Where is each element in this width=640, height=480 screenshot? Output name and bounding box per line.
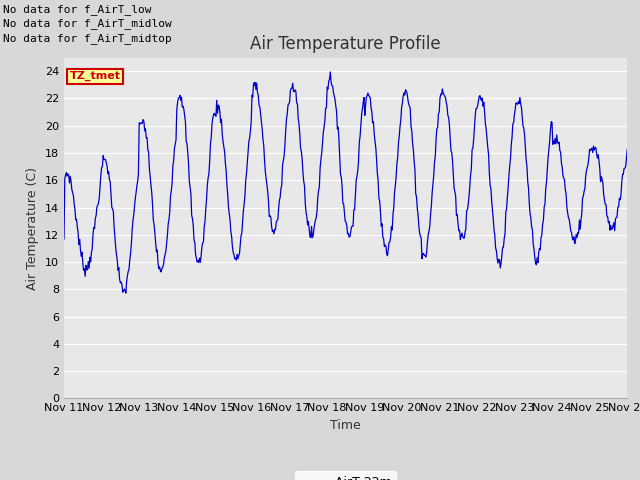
Text: No data for f_AirT_midlow: No data for f_AirT_midlow: [3, 18, 172, 29]
Title: Air Temperature Profile: Air Temperature Profile: [250, 35, 441, 53]
Text: TZ_tmet: TZ_tmet: [70, 71, 120, 82]
X-axis label: Time: Time: [330, 419, 361, 432]
Text: No data for f_AirT_midtop: No data for f_AirT_midtop: [3, 33, 172, 44]
Y-axis label: Air Temperature (C): Air Temperature (C): [26, 167, 39, 289]
Text: No data for f_AirT_low: No data for f_AirT_low: [3, 4, 152, 15]
Legend: AirT 22m: AirT 22m: [295, 471, 396, 480]
